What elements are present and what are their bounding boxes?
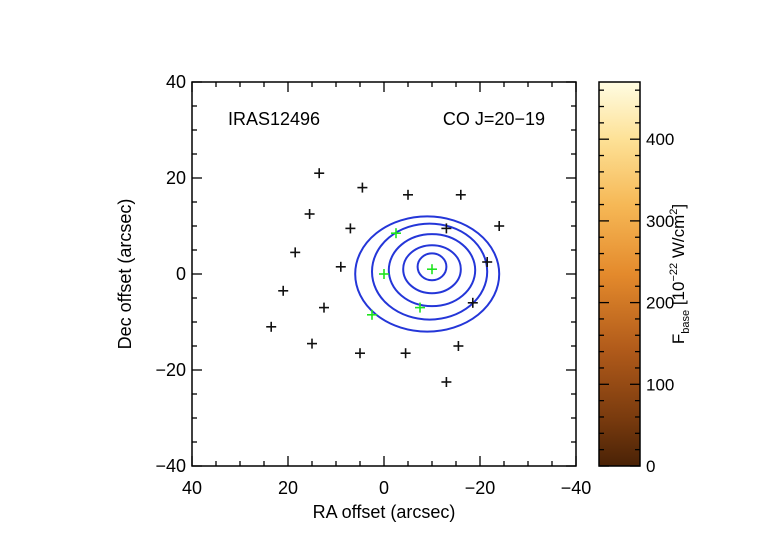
spaxel-marker <box>467 297 478 308</box>
contour-level-2 <box>371 222 489 321</box>
spaxel-marker <box>278 285 289 296</box>
contour-level-4 <box>402 244 462 295</box>
spaxel-marker <box>266 321 277 332</box>
spaxel-marker-green <box>415 302 425 313</box>
colorbar-tick-labels: 0 100 200 300 400 <box>646 130 674 476</box>
y-tick-labels: −40 −20 0 20 40 <box>155 72 186 476</box>
spaxel-marker <box>355 348 365 359</box>
spaxel-marker <box>304 209 315 219</box>
contour-group <box>354 215 501 333</box>
contour-level-3 <box>387 233 477 308</box>
y-tick-label: −20 <box>155 360 186 380</box>
y-tick-label: 20 <box>166 168 186 188</box>
contour-level-1 <box>354 215 501 333</box>
colorbar-ticks <box>599 89 640 467</box>
colorbar-tick-label: 300 <box>646 212 674 231</box>
x-tick-label: −40 <box>561 478 592 498</box>
contour-level-5 <box>416 252 448 282</box>
plot-panel: 40 20 0 −20 −40 −40 −20 0 20 40 IRAS12496 CO J=2… <box>115 72 591 522</box>
spaxel-marker <box>400 348 411 359</box>
axis-ticks <box>191 81 577 467</box>
x-axis-title: RA offset (arcsec) <box>313 502 456 522</box>
spaxel-marker <box>307 338 317 349</box>
y-tick-label: 0 <box>176 264 186 284</box>
colorbar-title: Fbase [10−22 W/cm2] <box>668 204 692 344</box>
spaxel-marker <box>314 168 325 179</box>
y-axis-title: Dec offset (arcsec) <box>115 199 135 350</box>
x-tick-label: −20 <box>465 478 496 498</box>
spaxel-marker <box>441 377 452 387</box>
line-label: CO J=20−19 <box>443 109 545 129</box>
spaxel-marker-green <box>391 228 401 239</box>
spaxel-marker <box>455 189 466 200</box>
colorbar: 0 100 200 300 400 Fbase [10−22 W/cm2] <box>598 81 692 476</box>
colorbar-tick-label: 400 <box>646 130 674 149</box>
x-tick-label: 40 <box>182 478 202 498</box>
spaxel-marker <box>345 223 356 234</box>
colorbar-tick-label: 100 <box>646 375 674 394</box>
spaxel-marker-green <box>427 264 437 275</box>
spaxel-marker <box>290 247 301 258</box>
x-tick-labels: 40 20 0 −20 −40 <box>182 478 591 498</box>
y-tick-label: −40 <box>155 456 186 476</box>
spaxel-marker-green <box>367 309 377 320</box>
colorbar-frame <box>598 81 641 467</box>
x-tick-label: 20 <box>278 478 298 498</box>
spaxel-marker <box>357 182 368 193</box>
spaxel-marker <box>482 257 493 267</box>
spaxel-marker <box>494 221 505 231</box>
y-tick-label: 40 <box>166 72 186 92</box>
spaxel-marker <box>453 341 464 351</box>
spaxel-marker <box>441 223 452 234</box>
colorbar-tick-label: 200 <box>646 294 674 313</box>
colorbar-gradient <box>599 82 640 466</box>
spaxel-marker <box>403 189 413 200</box>
spaxel-marker <box>335 261 346 272</box>
x-tick-label: 0 <box>379 478 389 498</box>
colorbar-tick-label: 0 <box>646 457 655 476</box>
source-label: IRAS12496 <box>228 109 320 129</box>
spaxel-marker <box>319 302 329 313</box>
spaxel-markers <box>266 168 505 387</box>
spaxel-marker-green <box>379 269 389 279</box>
